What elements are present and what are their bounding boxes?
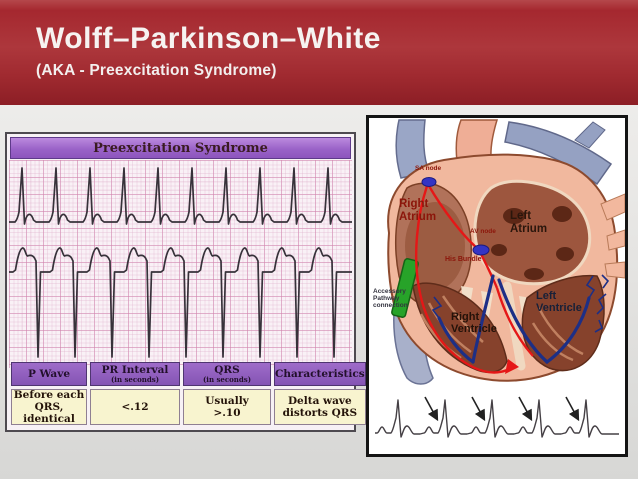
- pulmonary-vein-ostium: [491, 244, 507, 256]
- bundle-branches-blue: [437, 274, 591, 364]
- accessory-pathway-band: [391, 258, 419, 318]
- header-text: P Wave: [27, 367, 70, 380]
- left-atrium-label: Left Atrium: [510, 210, 548, 235]
- table-cell-pr-interval: <.12: [90, 389, 180, 425]
- left-ventricle-label: Left Ventricle: [536, 290, 582, 315]
- sa-node-dot: [421, 177, 437, 187]
- delta-wave-strip: [373, 392, 621, 450]
- av-node-dot: [472, 244, 490, 256]
- aorta-branch: [574, 121, 606, 149]
- ecg-panel: Preexcitation Syndrome P Wave PR Interva…: [5, 132, 366, 432]
- his-bundle-label: His Bundle: [445, 256, 482, 263]
- ecg-strip-chart: [9, 160, 352, 368]
- pulmonary-vein-ostium: [552, 206, 572, 222]
- ecg-trace-top: [9, 167, 352, 225]
- table-header-characteristics: Characteristics: [274, 362, 366, 386]
- table-header-pr-interval: PR Interval (in seconds): [90, 362, 180, 386]
- right-atrium-shade: [405, 202, 465, 290]
- pulmonary-vein-ostium: [524, 268, 544, 280]
- conduction-arrowhead: [505, 359, 519, 374]
- accessory-pathway-label: Accessory Pathway connection: [373, 288, 408, 310]
- findings-table: P Wave PR Interval (in seconds) QRS (in …: [11, 362, 366, 426]
- table-header-p-wave: P Wave: [11, 362, 87, 386]
- table-header-qrs: QRS (in seconds): [183, 362, 271, 386]
- header-subtext: (in seconds): [202, 374, 252, 384]
- delta-wave-trace: [375, 396, 619, 438]
- av-node-label: AV node: [470, 228, 496, 235]
- slide-subtitle: (AKA - Preexcitation Syndrome): [36, 62, 277, 79]
- delta-wave-arrow-icon: [518, 396, 533, 422]
- interventricular-septum: [502, 281, 526, 371]
- conduction-pathway-red: [415, 185, 534, 374]
- ecg-trace-bottom: [9, 247, 352, 358]
- aorta-arch: [504, 121, 613, 186]
- ecg-panel-title: Preexcitation Syndrome: [10, 137, 351, 159]
- pulmonary-vein-ostium: [503, 208, 525, 224]
- ecg-traces: [9, 167, 352, 358]
- pulmonary-vein-upper: [600, 193, 625, 221]
- header-text: QRS: [214, 364, 240, 377]
- heart-figure: SA node AV node His Bundle Right Atrium …: [366, 115, 628, 457]
- strip-ecg-trace: [375, 399, 619, 438]
- table-cell-p-wave: Before each QRS, identical: [11, 389, 87, 425]
- slide-title: Wolff–Parkinson–White: [36, 22, 381, 55]
- delta-wave-arrow-icon: [424, 396, 439, 422]
- delta-wave-arrow-icon: [471, 396, 486, 422]
- right-ventricle-label: Right Ventricle: [451, 311, 497, 336]
- purkinje-fibers: [431, 274, 610, 333]
- table-cell-qrs: Usually >.10: [183, 389, 271, 425]
- pulmonary-vein-lower: [604, 261, 625, 279]
- right-atrium-label: Right Atrium: [399, 198, 437, 223]
- right-ventricle-chamber: [412, 282, 508, 373]
- delta-wave-arrow-icon: [565, 396, 580, 422]
- pulmonary-vein-middle: [606, 229, 625, 251]
- sa-node-label: SA node: [415, 165, 442, 172]
- header-text: PR Interval: [101, 364, 169, 377]
- delta-wave-arrow-icons: [424, 396, 580, 422]
- pulmonary-vein-ostium: [556, 247, 574, 261]
- table-cell-characteristics: Delta wave distorts QRS: [274, 389, 366, 425]
- header-subtext: (in seconds): [110, 374, 160, 384]
- heart-illustration: [387, 119, 625, 385]
- header-band: Wolff–Parkinson–White (AKA - Preexcitati…: [0, 0, 638, 105]
- header-text: Characteristics: [275, 367, 365, 380]
